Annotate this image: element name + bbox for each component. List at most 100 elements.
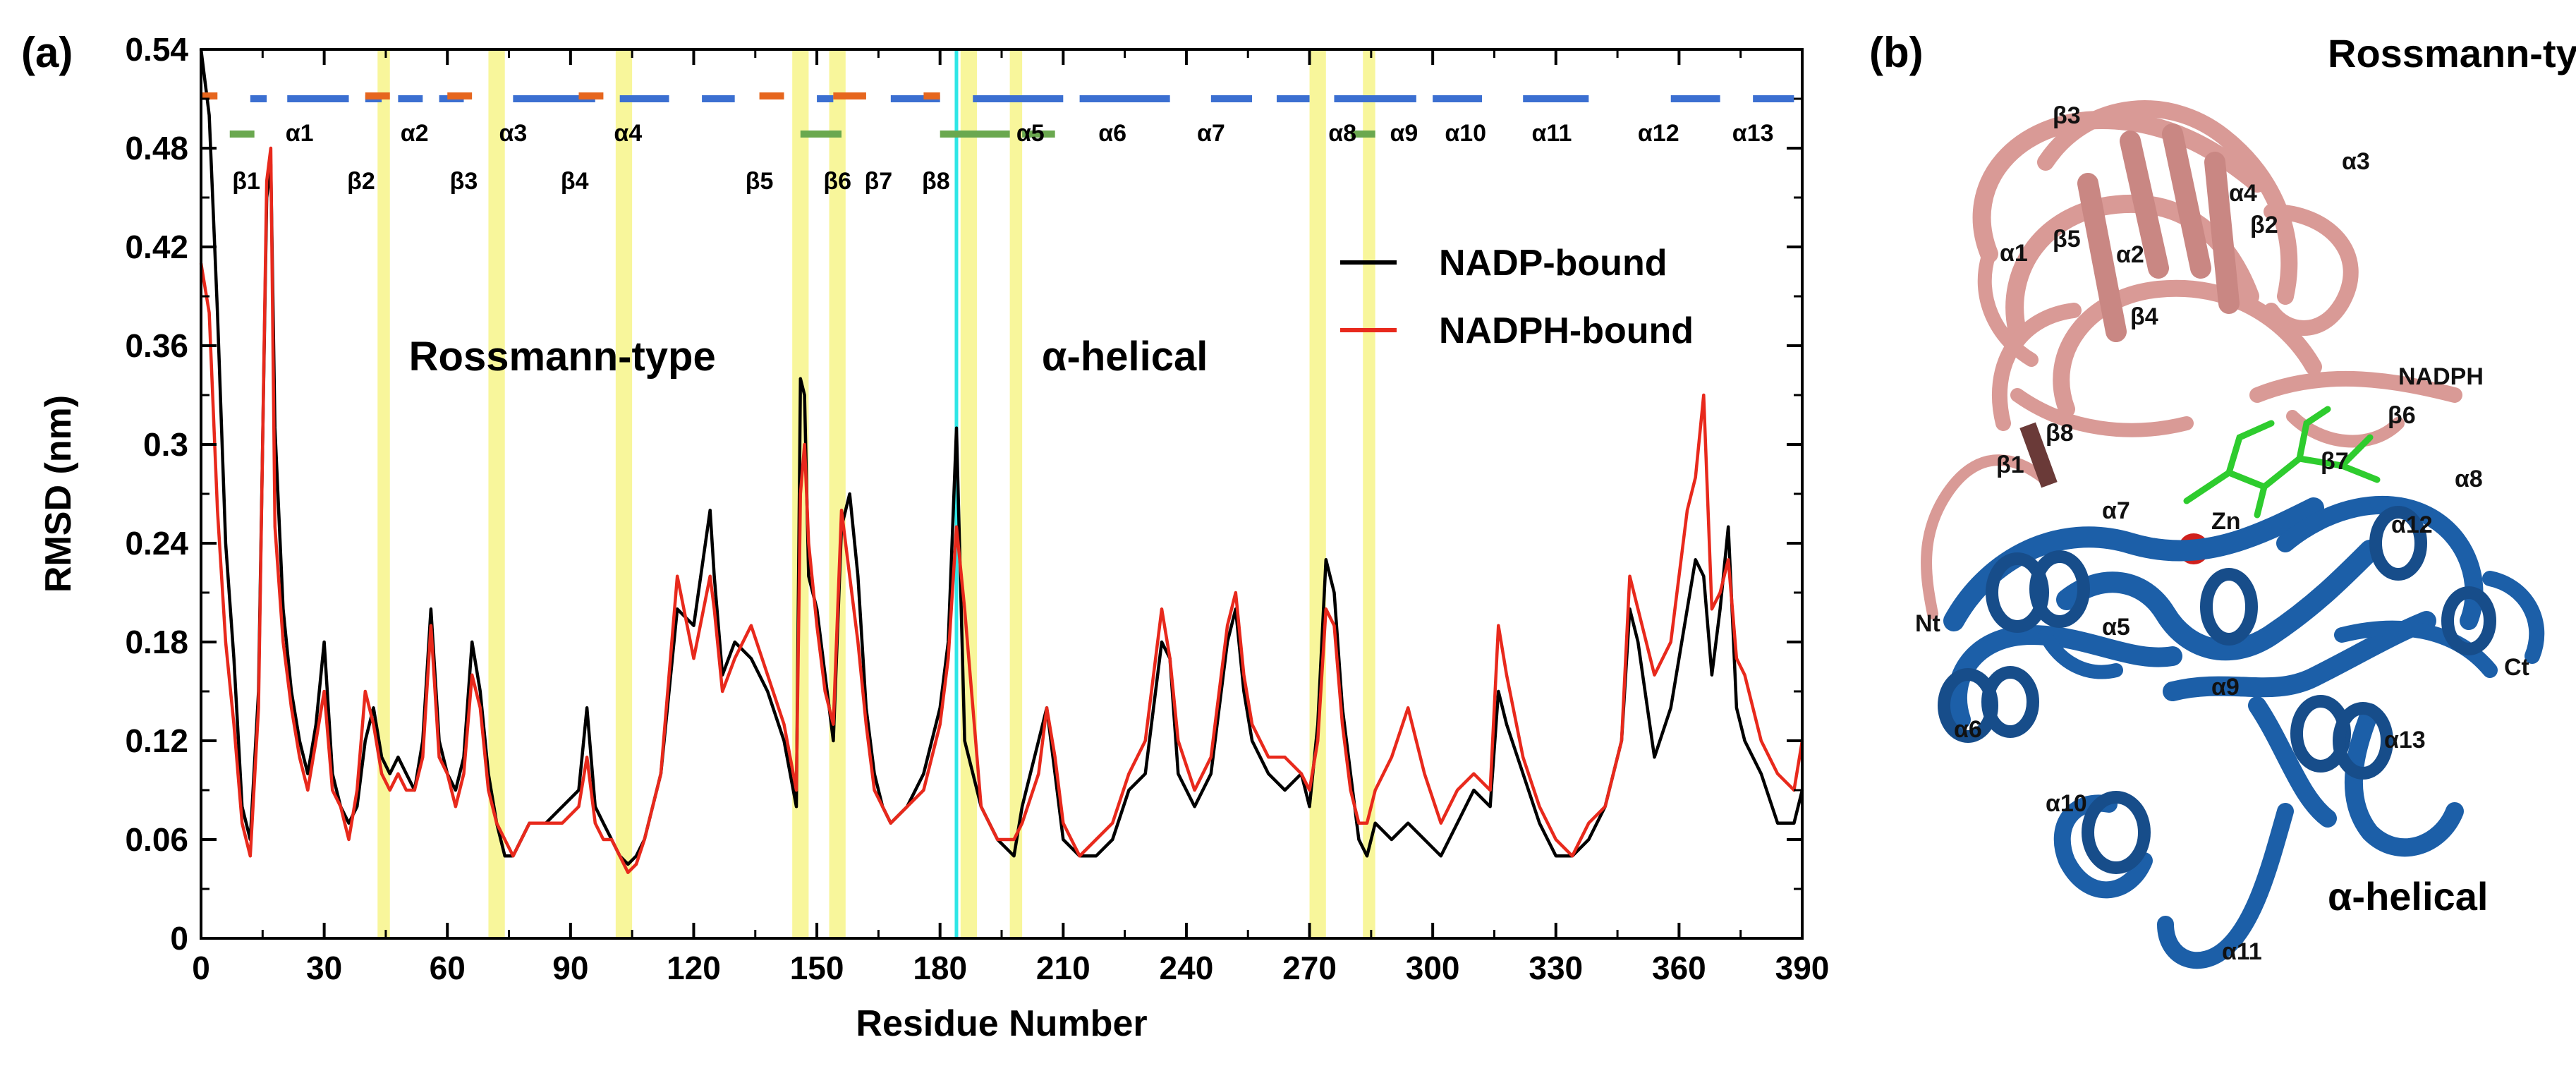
ss-label: β3: [450, 168, 478, 195]
ss-label: β8: [922, 168, 950, 195]
series-lines: [199, 49, 1804, 874]
structure-label: α5: [2102, 614, 2130, 641]
structure-label: β6: [2388, 402, 2416, 429]
structure-label: α11: [2222, 938, 2262, 965]
structure-label: α4: [2229, 180, 2257, 207]
y-tick-label: 0.12: [125, 722, 188, 759]
y-tick-label: 0.18: [125, 624, 188, 660]
x-tick-label: 180: [913, 950, 967, 986]
highlight-band-1: [377, 49, 390, 938]
ss-label: α10: [1445, 120, 1486, 147]
ss-label: β2: [347, 168, 375, 195]
x-axis-title: Residue Number: [856, 1003, 1147, 1044]
structure-label: α7: [2102, 497, 2130, 524]
ss-label: β4: [561, 168, 589, 195]
highlight-band-6: [960, 49, 978, 938]
structure-label: β2: [2250, 212, 2278, 238]
structure-label: Zn: [2211, 508, 2241, 535]
y-tick-label: 0: [170, 920, 188, 957]
plot-frame: [200, 48, 1804, 940]
highlight-band-2: [488, 49, 505, 938]
domain-labels: Rossmann-type α-helical: [409, 334, 1208, 380]
structure-label: β7: [2321, 448, 2349, 475]
protein-structure-image: Rossmann-type α-helical β3 α3 α4 β2 β5 α2 α1 β4…: [1915, 31, 2576, 969]
x-tick-label: 360: [1652, 950, 1706, 986]
ss-label: β6: [823, 168, 851, 195]
structure-label: α8: [2455, 466, 2483, 492]
structure-label: α10: [2046, 790, 2087, 817]
ss-label: α11: [1532, 120, 1572, 147]
x-tick-label: 120: [667, 950, 721, 986]
series-line-nadp-bound: [199, 49, 1804, 866]
y-axis-title: RMSD (nm): [38, 395, 79, 593]
y-tick-label: 0.54: [125, 31, 188, 68]
highlight-band-8: [1309, 49, 1326, 938]
x-tick-label: 0: [192, 950, 210, 986]
x-tick-label: 330: [1529, 950, 1583, 986]
structure-label: α13: [2384, 727, 2426, 753]
x-tick-label: 210: [1036, 950, 1090, 986]
structure-label: β3: [2053, 102, 2081, 129]
structure-label: α2: [2116, 241, 2144, 268]
x-tick-label: 390: [1775, 950, 1830, 986]
y-tick-label: 0.48: [125, 130, 188, 166]
secondary-structure-track: β1 α1 β2 α2 β3 α3 β4 α4 β5 β6 β7 β8 α5 α6 α7 α8 α9 α10 α11…: [201, 92, 1794, 195]
rmsd-line-chart: β1 α1 β2 α2 β3 α3 β4 α4 β5 β6 β7 β8 α5 α6 α7 α8 α9 α10 α11…: [38, 31, 1829, 1044]
series-line-nadph-bound: [199, 146, 1804, 874]
ss-label: β5: [746, 168, 774, 195]
domain-label-rossmann: Rossmann-type: [409, 334, 716, 380]
ss-label: α6: [1098, 120, 1126, 147]
highlight-band-7: [1009, 49, 1023, 938]
y-tick-label: 0.06: [125, 821, 188, 858]
ss-label: α5: [1016, 120, 1045, 147]
nadph-ligand: [2183, 406, 2381, 519]
panel-b-label: (b): [1869, 29, 1924, 76]
structure-label: α3: [2342, 148, 2370, 175]
legend-label: NADPH-bound: [1439, 310, 1694, 351]
structure-label: β4: [2130, 303, 2158, 330]
axis-ticks: 0 30 60 90 120 150 180 210 240 270 300 330 360 390 0 0.…: [125, 31, 1829, 986]
ss-label: β1: [232, 168, 260, 195]
y-tick-label: 0.24: [125, 525, 188, 562]
x-tick-label: 270: [1282, 950, 1337, 986]
structure-labels: β3 α3 α4 β2 β5 α2 α1 β4 NADPH β6 β8 β1 β7 α8 α7 Zn α12 Nt…: [1915, 102, 2529, 965]
structure-label: Nt: [1915, 610, 1940, 637]
legend: NADP-bound NADPH-bound: [1340, 243, 1694, 351]
ss-label: β7: [865, 168, 893, 195]
x-tick-label: 60: [430, 950, 466, 986]
panel-a-label: (a): [21, 29, 73, 76]
ss-label: α3: [499, 120, 527, 147]
x-tick-label: 90: [552, 950, 588, 986]
structure-label: α9: [2211, 674, 2240, 701]
structure-label: β1: [1996, 452, 2024, 478]
x-tick-label: 30: [306, 950, 342, 986]
ss-label: α12: [1638, 120, 1679, 147]
structure-label: β5: [2053, 226, 2081, 253]
y-tick-label: 0.3: [143, 426, 188, 463]
x-tick-label: 300: [1406, 950, 1460, 986]
structure-title-rossmann: Rossmann-type: [2328, 31, 2576, 75]
ss-label: α7: [1197, 120, 1225, 147]
x-tick-label: 240: [1160, 950, 1214, 986]
ss-label: α13: [1732, 120, 1774, 147]
highlight-band-3: [615, 49, 633, 938]
structure-label: Ct: [2504, 654, 2529, 681]
beta8-strand: [2019, 422, 2058, 488]
structure-label: α12: [2391, 511, 2433, 538]
ss-label: α4: [614, 120, 642, 147]
y-tick-label: 0.42: [125, 229, 188, 265]
ss-label: α9: [1390, 120, 1418, 147]
rossmann-domain-ribbon: [1921, 100, 2462, 619]
structure-label: NADPH: [2398, 363, 2484, 390]
legend-label: NADP-bound: [1439, 243, 1667, 284]
structure-label: α1: [2000, 240, 2028, 267]
structure-label: β8: [2046, 420, 2074, 447]
domain-label-helical: α-helical: [1042, 334, 1208, 380]
helix-coils: [1938, 506, 2496, 874]
structure-label: α6: [1954, 716, 1982, 743]
y-tick-label: 0.36: [125, 327, 188, 364]
ss-label: α8: [1328, 120, 1356, 147]
ss-label: α1: [286, 120, 314, 147]
highlight-band-9: [1363, 49, 1375, 938]
ss-label: α2: [401, 120, 429, 147]
